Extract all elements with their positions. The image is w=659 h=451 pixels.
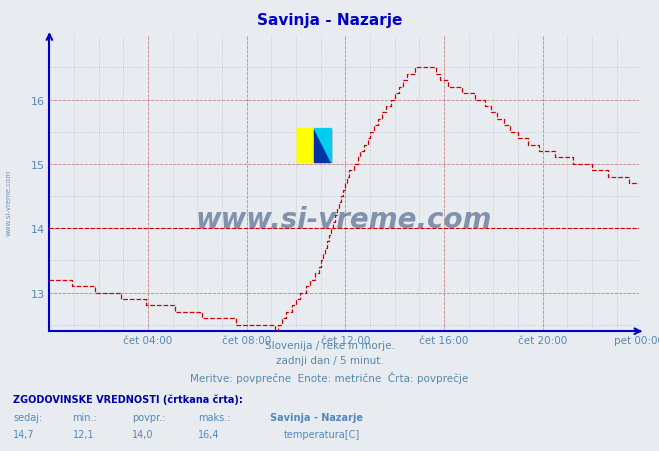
Text: temperatura[C]: temperatura[C] <box>283 429 360 439</box>
Text: 14,0: 14,0 <box>132 429 154 439</box>
Text: www.si-vreme.com: www.si-vreme.com <box>196 205 492 233</box>
Polygon shape <box>297 129 314 163</box>
Text: 16,4: 16,4 <box>198 429 219 439</box>
Text: Savinja - Nazarje: Savinja - Nazarje <box>257 13 402 28</box>
Text: Savinja - Nazarje: Savinja - Nazarje <box>270 412 363 422</box>
Text: maks.:: maks.: <box>198 412 230 422</box>
Polygon shape <box>297 129 314 163</box>
Polygon shape <box>314 129 331 163</box>
Text: 12,1: 12,1 <box>72 429 94 439</box>
Text: min.:: min.: <box>72 412 98 422</box>
Text: 14,7: 14,7 <box>13 429 35 439</box>
Bar <box>314 129 331 163</box>
Text: povpr.:: povpr.: <box>132 412 165 422</box>
Text: Slovenija / reke in morje.
zadnji dan / 5 minut.
Meritve: povprečne  Enote: metr: Slovenija / reke in morje. zadnji dan / … <box>190 341 469 383</box>
Text: sedaj:: sedaj: <box>13 412 42 422</box>
Text: ZGODOVINSKE VREDNOSTI (črtkana črta):: ZGODOVINSKE VREDNOSTI (črtkana črta): <box>13 394 243 405</box>
Text: www.si-vreme.com: www.si-vreme.com <box>5 170 11 236</box>
